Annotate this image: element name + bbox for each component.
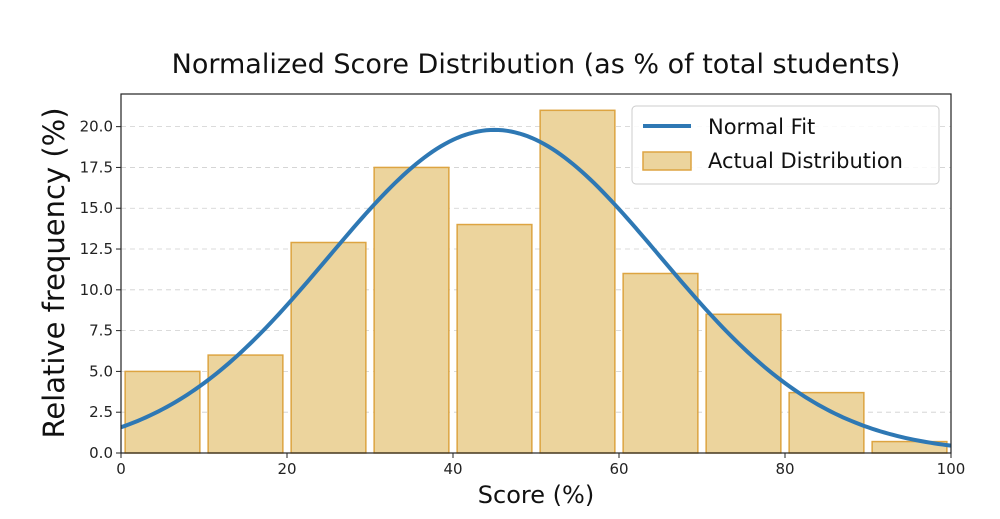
y-tick-label: 10.0 <box>80 281 113 299</box>
x-axis-label: Score (%) <box>478 481 594 509</box>
histogram-bars <box>124 109 948 454</box>
x-axis-ticks: 0 20 40 60 80 100 <box>116 453 965 478</box>
y-tick-label: 0.0 <box>89 444 113 462</box>
legend-box <box>631 105 940 185</box>
y-tick-label: 12.5 <box>80 240 113 258</box>
y-tick-label: 7.5 <box>89 322 113 340</box>
histogram-bar <box>456 223 533 454</box>
y-tick-label: 17.5 <box>80 158 113 176</box>
histogram-bar <box>124 370 201 454</box>
y-tick-label: 15.0 <box>80 199 113 217</box>
y-axis-ticks: 0.0 2.5 5.0 7.5 10.0 12.5 15.0 17.5 20.0 <box>80 118 121 462</box>
histogram-bar <box>373 166 450 454</box>
x-tick-label: 20 <box>277 460 296 478</box>
legend-swatch-actual-distribution <box>642 151 692 171</box>
y-axis-label: Relative frequency (%) <box>37 107 71 438</box>
x-tick-label: 60 <box>609 460 628 478</box>
x-tick-label: 80 <box>775 460 794 478</box>
x-tick-label: 100 <box>937 460 966 478</box>
normal-fit-line <box>120 127 952 448</box>
x-tick-label: 40 <box>443 460 462 478</box>
histogram-bar <box>290 241 367 454</box>
y-tick-label: 20.0 <box>80 118 113 136</box>
plot-frame <box>120 93 952 454</box>
histogram-bar <box>539 109 616 454</box>
y-tick-label: 2.5 <box>89 403 113 421</box>
histogram-bar <box>705 313 782 454</box>
x-tick-label: 0 <box>116 460 126 478</box>
histogram-bar <box>622 272 699 454</box>
legend: Normal Fit Actual Distribution <box>631 105 940 185</box>
legend-label-actual-distribution: Actual Distribution <box>708 149 903 173</box>
legend-label-normal-fit: Normal Fit <box>708 115 815 139</box>
y-tick-label: 5.0 <box>89 362 113 380</box>
chart-title: Normalized Score Distribution (as % of t… <box>172 49 901 80</box>
